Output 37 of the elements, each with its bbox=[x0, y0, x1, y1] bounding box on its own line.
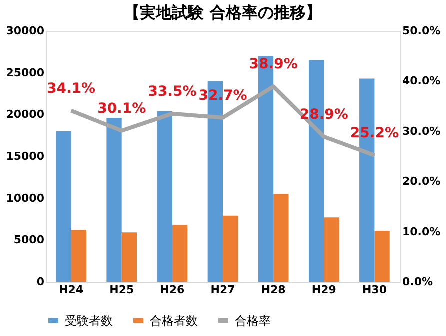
data-label: 30.1% bbox=[98, 100, 146, 117]
bar bbox=[223, 216, 238, 282]
bar bbox=[324, 218, 340, 282]
y-tick-label: 5000 bbox=[14, 234, 45, 247]
y2-tick-label: 0.0% bbox=[402, 276, 434, 288]
bar bbox=[172, 225, 188, 282]
x-tick-label: H28 bbox=[261, 284, 286, 296]
bar bbox=[374, 230, 390, 282]
legend-label: 合格者数 bbox=[150, 314, 198, 328]
x-tick-label: H26 bbox=[160, 284, 186, 296]
bar bbox=[106, 118, 122, 282]
bar bbox=[122, 232, 138, 282]
chart-title: 【実地試験 合格率の推移】 bbox=[124, 3, 322, 22]
y2-tick-label: 30.0% bbox=[402, 124, 441, 138]
y-tick-label: 20000 bbox=[6, 108, 45, 122]
bar bbox=[71, 230, 86, 282]
y-tick-label: 30000 bbox=[6, 24, 45, 38]
data-label: 33.5% bbox=[148, 84, 197, 100]
data-label: 34.1% bbox=[46, 80, 96, 97]
y-tick-label: 0 bbox=[36, 276, 45, 288]
y-tick-label: 10000 bbox=[6, 192, 45, 205]
bar bbox=[157, 111, 172, 282]
y2-tick-label: 10.0% bbox=[402, 225, 441, 238]
y2-tick-label: 20.0% bbox=[402, 175, 441, 188]
x-tick-label: H27 bbox=[210, 284, 236, 296]
bar bbox=[56, 131, 72, 282]
x-tick-label: H29 bbox=[312, 284, 336, 296]
y-tick-label: 15000 bbox=[6, 150, 45, 163]
legend-label: 合格率 bbox=[235, 314, 271, 328]
x-tick-label: H25 bbox=[110, 284, 134, 296]
y2-tick-label: 50.0% bbox=[402, 24, 441, 38]
y-tick-label: 25000 bbox=[6, 66, 45, 80]
x-tick-label: H30 bbox=[362, 284, 388, 296]
legend-label: 受験者数 bbox=[65, 314, 113, 328]
y2-tick-label: 40.0% bbox=[402, 74, 441, 88]
x-tick-label: H24 bbox=[59, 284, 84, 296]
bar bbox=[274, 194, 289, 282]
